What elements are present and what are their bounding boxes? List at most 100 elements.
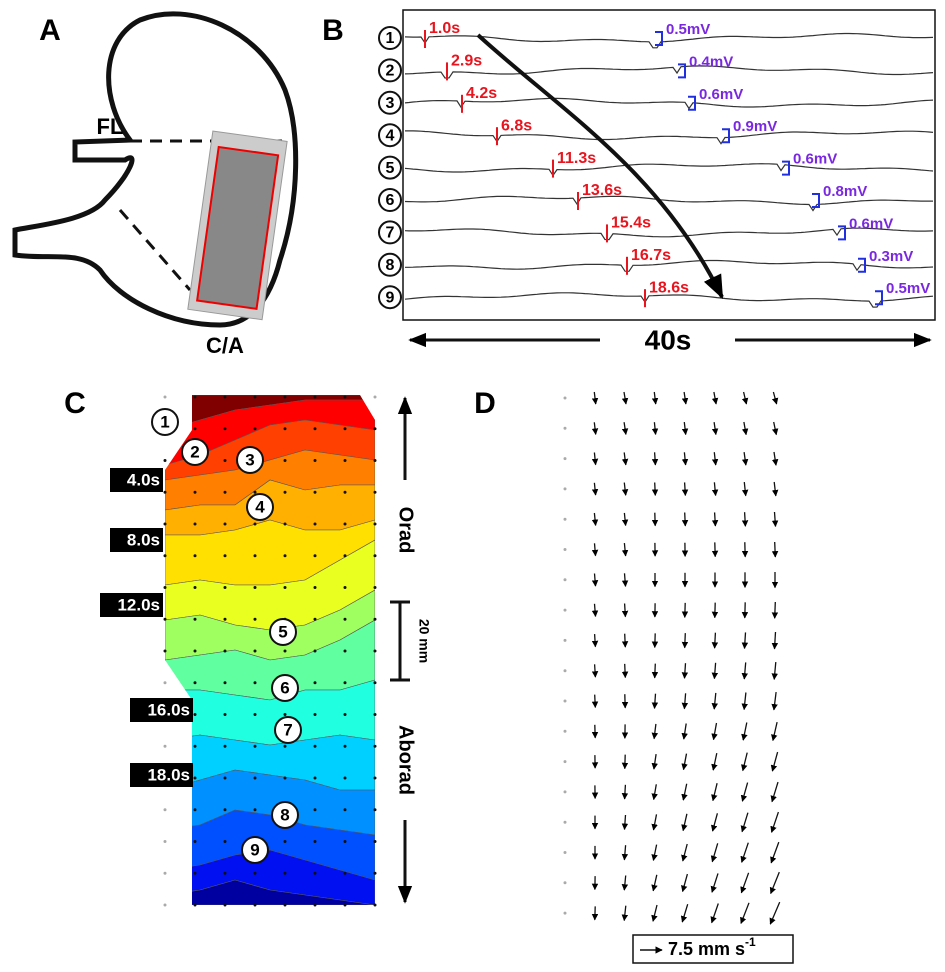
velocity-vector (744, 392, 747, 404)
grid-dot (194, 554, 197, 557)
grid-dot (284, 872, 287, 875)
amplitude-bracket (812, 194, 819, 207)
grid-dot (314, 777, 317, 780)
velocity-vector (624, 452, 626, 464)
grid-dot (314, 618, 317, 621)
velocity-vector (744, 482, 745, 496)
velocity-vector (683, 844, 687, 861)
grid-dot (254, 618, 257, 621)
velocity-vector (712, 843, 717, 861)
grid-dot (564, 821, 567, 824)
grid-dot (224, 713, 227, 716)
grid-dot (194, 650, 197, 653)
amplitude-bracket (655, 32, 662, 45)
electrode-number: 2 (386, 63, 395, 80)
velocity-vector (745, 632, 746, 648)
velocity-vector (654, 784, 657, 799)
grid-dot (254, 745, 257, 748)
grid-dot (564, 518, 567, 521)
grid-dot (254, 554, 257, 557)
onset-time: 15.4s (611, 215, 651, 232)
grid-dot (374, 650, 377, 653)
grid-dot (224, 681, 227, 684)
isochrone-label: 12.0s (117, 595, 160, 614)
velocity-vector (772, 782, 778, 802)
grid-dot (224, 904, 227, 907)
electrode-number: 1 (160, 412, 169, 431)
velocity-vector (595, 543, 596, 555)
grid-dot (254, 872, 257, 875)
grid-dot (224, 745, 227, 748)
grid-dot (254, 650, 257, 653)
velocity-vector (655, 664, 656, 678)
grid-dot (254, 713, 257, 716)
grid-dot (224, 586, 227, 589)
amplitude: 0.9mV (733, 118, 777, 135)
grid-dot (564, 790, 567, 793)
velocity-vector (683, 874, 688, 891)
velocity-vector (594, 392, 595, 404)
grid-dot (314, 554, 317, 557)
grid-dot (254, 396, 257, 399)
electrode-number: 3 (245, 450, 254, 469)
velocity-vector (624, 422, 626, 434)
grid-dot (224, 840, 227, 843)
electrode-number: 4 (386, 127, 395, 144)
grid-dot (194, 427, 197, 430)
panel-label: B (322, 14, 344, 47)
velocity-vector (685, 633, 686, 648)
velocity-vector (654, 814, 657, 830)
electrode-number: 3 (386, 95, 395, 112)
velocity-vector (594, 453, 595, 465)
grid-dot (224, 554, 227, 557)
grid-dot (374, 840, 377, 843)
grid-dot (344, 777, 347, 780)
velocity-scale-text: 7.5 mm s (668, 939, 745, 959)
velocity-vector (775, 602, 776, 618)
velocity-vector (713, 813, 718, 831)
velocity-vector (743, 723, 747, 741)
grid-dot (564, 760, 567, 763)
velocity-vector (655, 452, 656, 465)
onset-time: 1.0s (429, 20, 460, 37)
velocity-vector (683, 784, 686, 800)
onset-time: 4.2s (466, 85, 497, 102)
velocity-vector (713, 753, 717, 770)
grid-dot (344, 904, 347, 907)
grid-dot (314, 681, 317, 684)
amplitude: 0.3mV (869, 248, 913, 265)
velocity-vector (714, 422, 716, 434)
grid-dot (344, 808, 347, 811)
onset-time: 2.9s (451, 53, 482, 70)
grid-dot (374, 618, 377, 621)
trace (405, 131, 933, 144)
velocity-vector (654, 392, 655, 404)
ca-label: C/A (206, 333, 244, 358)
grid-dot (344, 840, 347, 843)
dashed-line (120, 210, 190, 290)
velocity-vector (683, 814, 687, 831)
grid-dot (314, 745, 317, 748)
onset-time: 6.8s (501, 117, 532, 134)
trace (405, 164, 933, 176)
grid-dot (164, 650, 167, 653)
velocity-vector (653, 905, 657, 921)
grid-dot (344, 491, 347, 494)
grid-dot (374, 872, 377, 875)
grid-dot (194, 840, 197, 843)
velocity-vector (744, 452, 746, 465)
velocity-vector (594, 513, 595, 525)
grid-dot (564, 881, 567, 884)
aborad-label: Aborad (395, 725, 417, 795)
electrode-number: 7 (283, 720, 292, 739)
onset-time: 18.6s (649, 279, 689, 296)
grid-dot (164, 872, 167, 875)
velocity-vector (774, 482, 776, 496)
velocity-vector (625, 573, 626, 586)
velocity-vector (685, 663, 686, 678)
grid-dot (314, 427, 317, 430)
grid-dot (344, 396, 347, 399)
velocity-vector (624, 483, 625, 496)
electrode-number: 8 (280, 805, 289, 824)
